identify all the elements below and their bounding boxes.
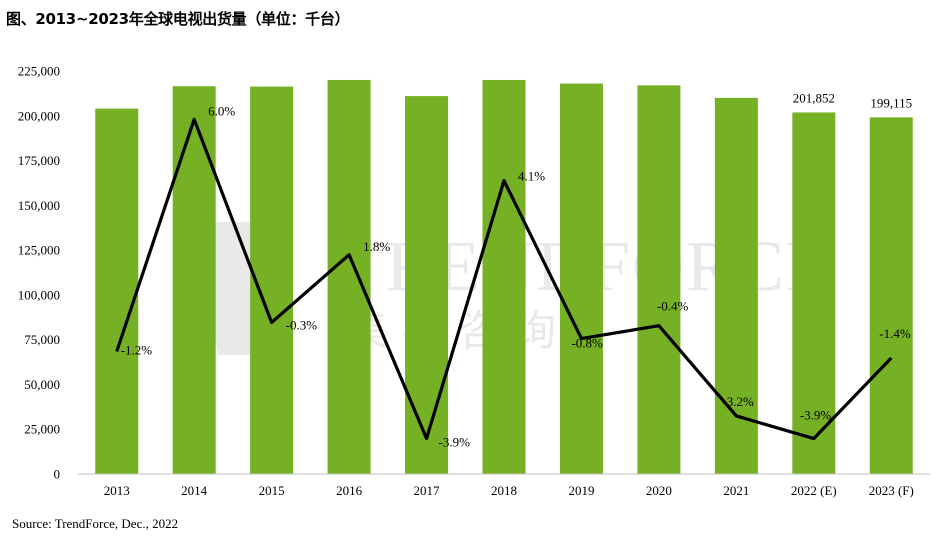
- y-tick-label: 225,000: [18, 64, 60, 79]
- x-tick-label: 2023 (F): [869, 483, 914, 498]
- growth-line-series: -1.2% 6.0% -0.3% 1.8% -3.9% 4.1% -0.8% -0.4% -3.…: [115, 103, 911, 450]
- bar-series: 201,852 199,115: [95, 79, 913, 475]
- bar: [869, 117, 913, 474]
- line-data-label: 1.8%: [363, 239, 390, 254]
- line-data-label: -0.3%: [286, 317, 318, 332]
- bar: [405, 96, 449, 474]
- x-tick-label: 2021: [723, 483, 749, 498]
- y-tick-label: 200,000: [18, 108, 60, 123]
- line-data-label: -3.9%: [439, 435, 471, 450]
- bar: [172, 86, 216, 475]
- chart-canvas: TRENDFORCE集邦咨询 025,00050,00075,000100,00…: [18, 64, 930, 498]
- x-tick-label: 2014: [181, 483, 208, 498]
- bar-data-label: 201,852: [793, 90, 835, 105]
- x-tick-label: 2019: [568, 483, 594, 498]
- y-axis: 0 25,000 50,000 75,000 100,000 125,000 150,000…: [18, 64, 60, 482]
- growth-line: [115, 117, 893, 441]
- bar: [95, 108, 139, 474]
- line-data-label: -1.4%: [879, 326, 911, 341]
- x-tick-label: 2022 (E): [791, 483, 837, 498]
- line-data-label: 4.1%: [518, 169, 545, 184]
- x-tick-label: 2016: [336, 483, 363, 498]
- line-data-label: -0.4%: [657, 299, 689, 314]
- bar: [714, 97, 758, 474]
- line-data-label: -3.2%: [722, 394, 754, 409]
- x-axis: 2013 2014 2015 2016 2017 2018 2019 2020 2021 2022…: [78, 473, 930, 498]
- y-tick-label: 50,000: [24, 377, 60, 392]
- bar: [637, 85, 681, 474]
- x-tick-label: 2017: [414, 483, 441, 498]
- y-tick-label: 100,000: [18, 287, 60, 302]
- bar: [327, 79, 371, 474]
- y-tick-label: 25,000: [24, 422, 60, 437]
- line-data-label: -0.8%: [571, 336, 603, 351]
- bar-data-label: 199,115: [870, 95, 912, 110]
- y-tick-label: 125,000: [18, 243, 60, 258]
- bar: [482, 79, 526, 474]
- chart-title: 图、2013~2023年全球电视出货量（单位：千台）: [6, 10, 350, 28]
- y-tick-label: 75,000: [24, 332, 60, 347]
- line-data-label: -1.2%: [121, 342, 153, 357]
- bar: [559, 83, 603, 474]
- line-data-label: 6.0%: [208, 103, 235, 118]
- bar: [250, 86, 294, 474]
- bar: [792, 112, 836, 475]
- x-tick-label: 2015: [259, 483, 285, 498]
- source-note: Source: TrendForce, Dec., 2022: [12, 516, 179, 531]
- y-tick-label: 175,000: [18, 153, 60, 168]
- line-data-label: -3.9%: [800, 408, 832, 423]
- x-tick-label: 2013: [104, 483, 130, 498]
- y-tick-label: 150,000: [18, 198, 60, 213]
- x-tick-label: 2020: [646, 483, 672, 498]
- y-tick-label: 0: [54, 467, 61, 482]
- x-tick-label: 2018: [491, 483, 517, 498]
